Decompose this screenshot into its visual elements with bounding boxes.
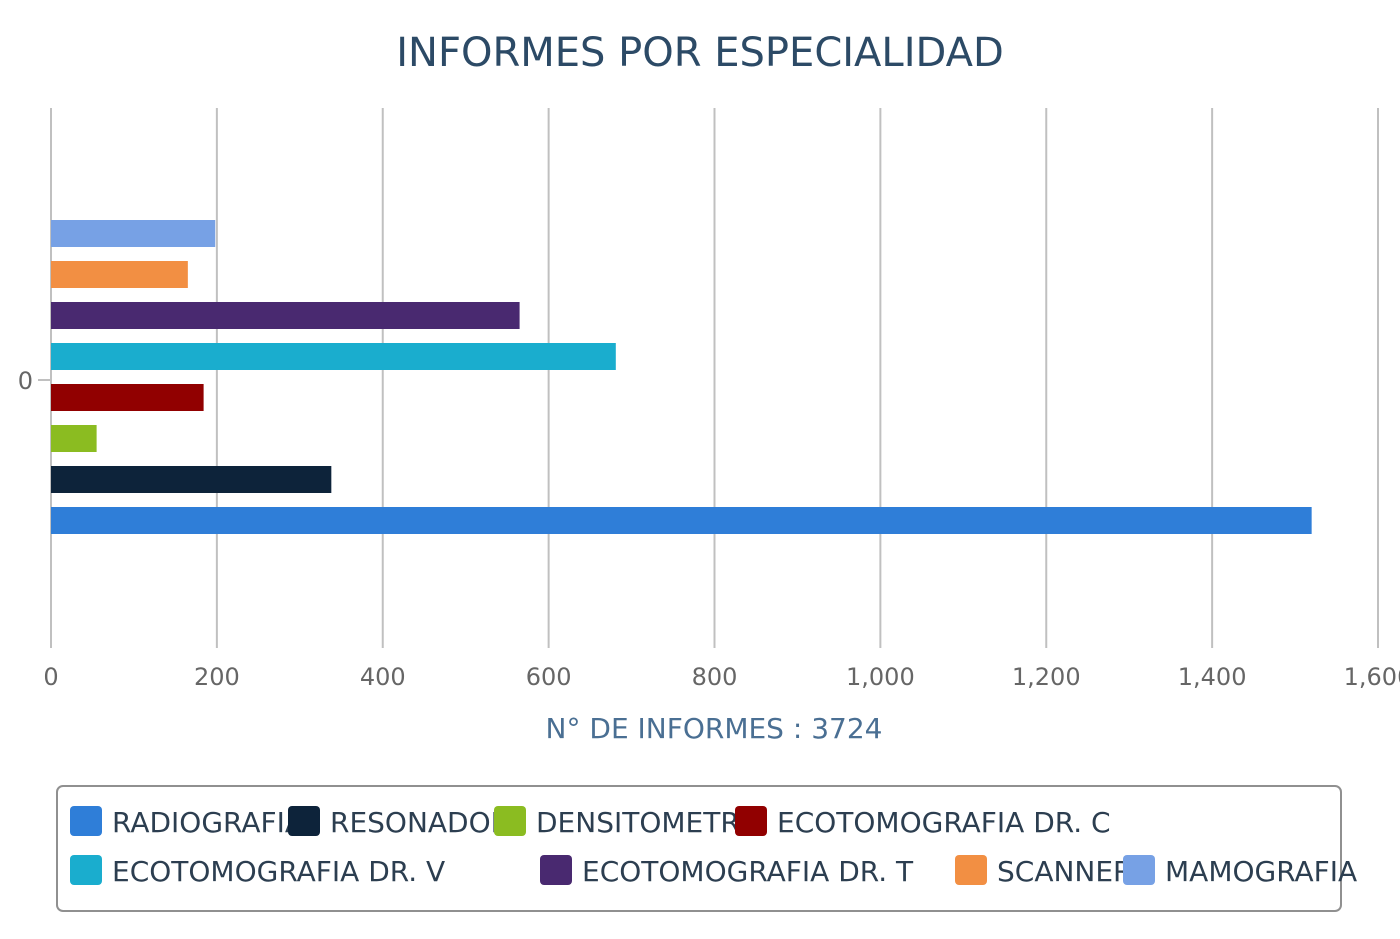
grid-lines <box>50 108 1379 648</box>
legend-item[interactable]: ECOTOMOGRAFIA DR. C <box>735 806 1111 839</box>
legend-label: RESONADOR <box>330 806 510 839</box>
legend-item[interactable]: DENSITOMETRO <box>494 806 762 839</box>
bar-densitometro[interactable] <box>51 425 97 452</box>
bars <box>51 220 1312 534</box>
bar-ecotomografia-dr-c[interactable] <box>51 384 204 411</box>
bar-resonador[interactable] <box>51 466 332 493</box>
x-axis-label: N° DE INFORMES : 3724 <box>546 712 883 745</box>
legend-swatch <box>70 806 102 836</box>
legend-item[interactable]: ECOTOMOGRAFIA DR. T <box>540 855 914 888</box>
bar-ecotomografia-dr-v[interactable] <box>51 343 616 370</box>
legend-box <box>56 785 1342 912</box>
x-tick-label: 1,400 <box>1178 663 1247 691</box>
x-tick-label: 0 <box>43 663 58 691</box>
legend-items: RADIOGRAFIA RESONADOR DENSITOMETRO ECOTOMOG… <box>70 806 1357 888</box>
legend-item[interactable]: RADIOGRAFIA <box>70 806 304 839</box>
legend-swatch <box>70 855 102 885</box>
x-tick-label: 600 <box>526 663 572 691</box>
legend-swatch <box>955 855 987 885</box>
x-axis-ticks: 0 200 400 600 800 1,000 1,200 1,400 1,600 <box>43 663 1400 691</box>
legend-label: RADIOGRAFIA <box>112 806 304 839</box>
x-tick-label: 800 <box>692 663 738 691</box>
x-tick-label: 1,600 <box>1344 663 1400 691</box>
bar-radiografia[interactable] <box>51 507 1312 534</box>
legend-item[interactable]: MAMOGRAFIA <box>1123 855 1357 888</box>
legend-item[interactable]: SCANNER <box>955 855 1133 888</box>
y-axis: 0 <box>18 367 51 395</box>
legend-swatch <box>494 806 526 836</box>
chart-title: INFORMES POR ESPECIALIDAD <box>396 30 1004 76</box>
legend-label: ECOTOMOGRAFIA DR. T <box>582 855 914 888</box>
y-tick-label: 0 <box>18 367 33 395</box>
legend-swatch <box>735 806 767 836</box>
legend-swatch <box>540 855 572 885</box>
x-tick-label: 1,000 <box>846 663 915 691</box>
x-tick-label: 400 <box>360 663 406 691</box>
legend-label: ECOTOMOGRAFIA DR. C <box>777 806 1111 839</box>
bar-mamografia[interactable] <box>51 220 216 247</box>
x-tick-label: 1,200 <box>1012 663 1081 691</box>
legend-label: MAMOGRAFIA <box>1165 855 1357 888</box>
legend-swatch <box>1123 855 1155 885</box>
legend-item[interactable]: ECOTOMOGRAFIA DR. V <box>70 855 445 888</box>
bar-ecotomografia-dr-t[interactable] <box>51 302 520 329</box>
legend-item[interactable]: RESONADOR <box>288 806 510 839</box>
legend: RADIOGRAFIA RESONADOR DENSITOMETRO ECOTOMOG… <box>56 785 1357 912</box>
legend-label: SCANNER <box>997 855 1133 888</box>
legend-swatch <box>288 806 320 836</box>
bar-scanner[interactable] <box>51 261 188 288</box>
legend-label: DENSITOMETRO <box>536 806 762 839</box>
legend-label: ECOTOMOGRAFIA DR. V <box>112 855 445 888</box>
x-tick-label: 200 <box>194 663 240 691</box>
